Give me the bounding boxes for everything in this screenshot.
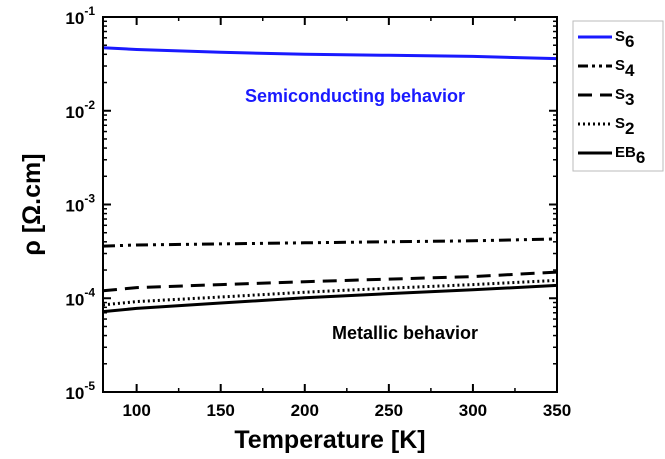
y-axis-title: ρ [Ω.cm] xyxy=(18,153,46,255)
x-tick-label: 150 xyxy=(207,401,235,420)
annotation-label: Semiconducting behavior xyxy=(245,86,465,106)
series-line-s2 xyxy=(102,278,558,307)
x-tick-label: 100 xyxy=(122,401,150,420)
series-line-s6 xyxy=(102,46,558,61)
annotations: Semiconducting behavior Metallic behavior xyxy=(245,86,478,343)
x-tick-label: 200 xyxy=(291,401,319,420)
annotation-label: Metallic behavior xyxy=(332,323,478,343)
legend-label-s3: S3 xyxy=(615,86,634,109)
axis-ticks xyxy=(103,16,558,393)
plot-lines xyxy=(102,46,558,314)
plot-frame xyxy=(102,16,558,393)
series-line-s4 xyxy=(102,237,558,248)
series-line-s3 xyxy=(102,270,558,293)
x-axis-title: Temperature [K] xyxy=(234,426,425,454)
tick-labels: 100 150 200 250 300 350 10-5 10-4 10-3 10-2 10-1 xyxy=(65,4,571,420)
y-tick-label: 10-1 xyxy=(65,4,95,28)
legend-label-s2: S2 xyxy=(615,115,634,138)
series-line-eb6 xyxy=(102,283,558,314)
x-tick-label: 250 xyxy=(375,401,403,420)
y-tick-label: 10-3 xyxy=(65,192,95,216)
x-tick-label: 350 xyxy=(543,401,571,420)
y-tick-label: 10-5 xyxy=(65,379,95,403)
legend: S6 S4 S3 S2 EB6 xyxy=(572,20,664,172)
y-tick-label: 10-4 xyxy=(65,285,95,309)
legend-label-s6: S6 xyxy=(615,28,634,51)
legend-label-s4: S4 xyxy=(615,57,635,80)
x-tick-label: 300 xyxy=(459,401,487,420)
y-tick-label: 10-2 xyxy=(65,98,95,122)
legend-label-eb6: EB6 xyxy=(615,144,645,167)
